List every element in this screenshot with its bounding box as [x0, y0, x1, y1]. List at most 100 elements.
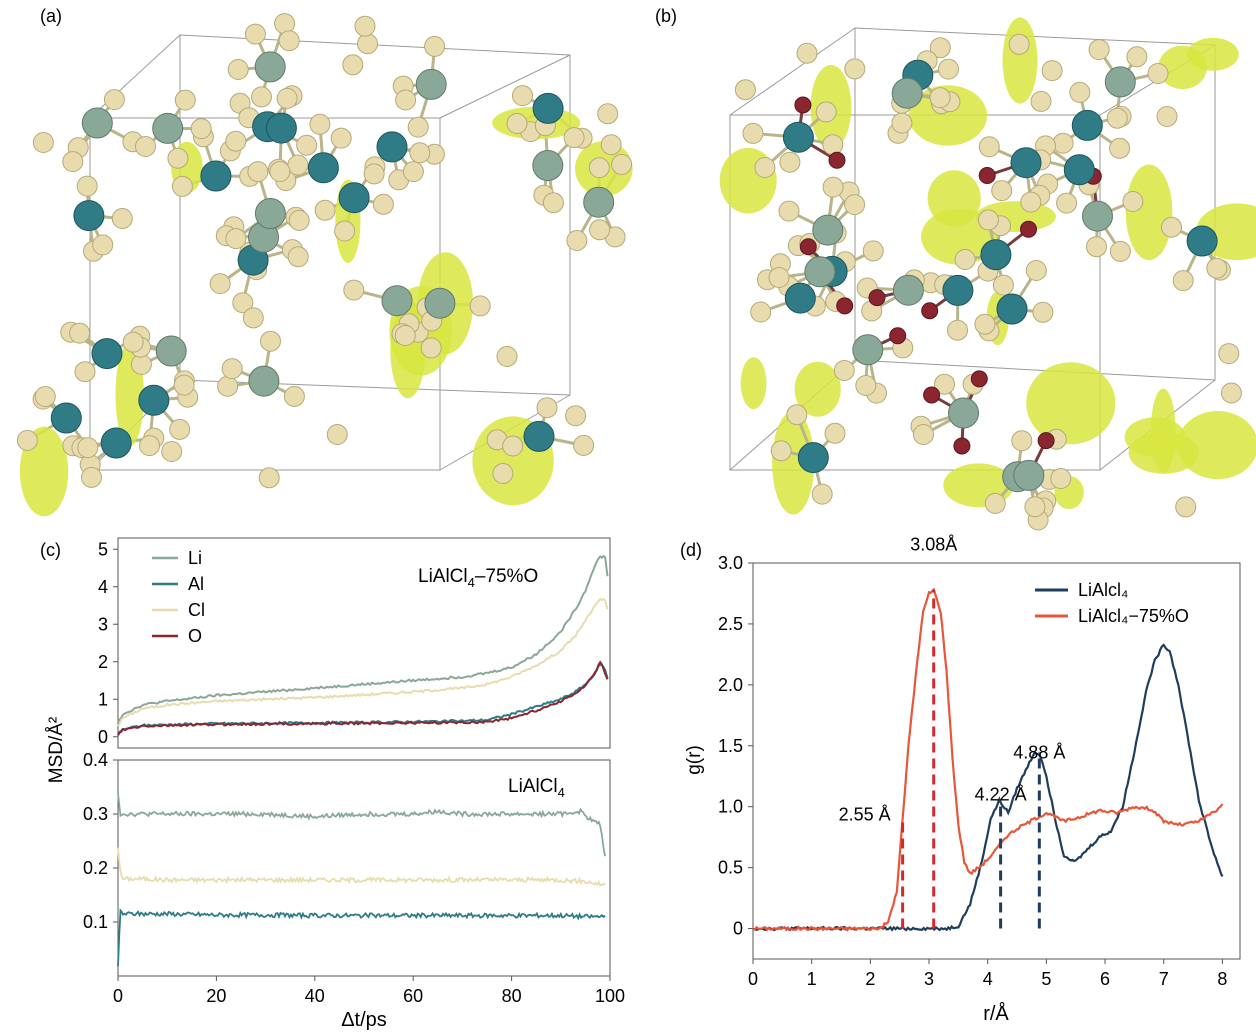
cl-atom: [934, 373, 955, 395]
msd-top-ytick-label: 5: [98, 539, 108, 559]
cl-atom: [588, 157, 610, 179]
cl-atom: [171, 175, 193, 197]
li-atom: [532, 150, 564, 181]
msd-bottom-xtick-label: 100: [595, 986, 625, 1006]
isosurface-blob: [1002, 17, 1038, 104]
o-atom: [799, 238, 817, 256]
al-atom: [797, 442, 829, 474]
series-line-li: [117, 554, 609, 723]
cl-atom: [1122, 191, 1144, 212]
cl-atom: [822, 134, 844, 156]
msd-bottom-xtick-label: 60: [403, 986, 423, 1006]
cl-atom: [420, 337, 442, 359]
cl-atom: [1220, 382, 1242, 404]
li-atom: [892, 274, 924, 306]
al-atom: [338, 182, 370, 214]
cl-atom: [1109, 137, 1131, 159]
cl-atom: [372, 193, 394, 215]
cl-atom: [334, 220, 356, 242]
cl-atom: [77, 437, 99, 459]
msd-bottom-xtick-label: 40: [305, 986, 325, 1006]
msd-top-frame: [117, 537, 611, 749]
cl-atom: [992, 274, 1014, 296]
msd-top-ytick-label: 4: [98, 577, 108, 597]
cl-atom: [244, 23, 266, 45]
crystal-structure-a: [16, 13, 633, 517]
msd-bottom-xtick-label: 0: [113, 986, 123, 1006]
cl-atom: [81, 466, 102, 488]
rdf-xlabel: r/Å: [983, 1002, 1009, 1025]
cl-atom: [326, 424, 348, 445]
rdf-ytick-label: 3.0: [718, 553, 743, 573]
cl-atom: [815, 101, 837, 123]
cl-atom: [563, 127, 585, 149]
cl-atom: [589, 219, 611, 241]
isosurface-blob: [1125, 164, 1173, 261]
cl-atom: [566, 230, 588, 251]
o-atom: [828, 151, 846, 169]
o-atom: [1020, 220, 1037, 238]
li-atom: [415, 68, 447, 100]
cl-atom: [16, 429, 38, 451]
rdf-ytick-label: 1.0: [718, 797, 743, 817]
cl-atom: [343, 279, 365, 301]
isosurface-blob: [1026, 362, 1116, 445]
rdf-frame: [752, 562, 1241, 960]
cl-atom: [190, 118, 212, 140]
cl-atom: [770, 440, 792, 462]
rdf-legend: LiAlcl₄ LiAlcl₄−75%O: [1035, 580, 1189, 626]
peak-marker-label: 2.55 Å: [839, 805, 891, 825]
cl-atom: [1109, 240, 1131, 262]
cl-atom: [779, 151, 801, 173]
cl-atom: [1156, 106, 1178, 127]
cl-atom: [357, 33, 378, 55]
rdf-xtick-label: 7: [1159, 969, 1169, 989]
cl-atom: [954, 249, 976, 270]
al-atom: [307, 152, 339, 184]
cl-atom: [822, 176, 844, 198]
al-atom: [100, 427, 132, 459]
cl-atom: [209, 273, 231, 295]
cl-atom: [288, 209, 310, 231]
li-atom: [1013, 459, 1045, 491]
crystal-structure-b: [719, 17, 1256, 531]
cl-atom: [512, 85, 533, 107]
msd-top-ytick-label: 1: [98, 689, 108, 709]
cl-atom: [92, 234, 114, 256]
cl-atom: [929, 37, 951, 59]
legend-label-al: Al: [188, 574, 204, 594]
msd-bottom-xtick-label: 20: [206, 986, 226, 1006]
al-atom: [91, 338, 123, 370]
series-line-lialcl-75-o: [752, 587, 1224, 932]
rdf-xtick-label: 6: [1100, 969, 1110, 989]
cl-atom: [938, 58, 959, 80]
isosurface-blob: [1177, 411, 1256, 480]
li-atom: [804, 256, 836, 288]
al-atom: [942, 274, 974, 306]
cl-atom: [768, 267, 790, 288]
cl-atom: [536, 397, 558, 419]
cl-atom: [1106, 107, 1128, 129]
cl-atom: [1086, 236, 1107, 258]
rdf-legend-label: LiAlcl₄−75%O: [1078, 606, 1189, 626]
cl-atom: [977, 209, 999, 231]
al-atom: [376, 131, 408, 163]
al-atom: [1071, 109, 1103, 141]
cl-atom: [1025, 260, 1047, 281]
al-atom: [980, 239, 1012, 271]
cl-atom: [269, 161, 291, 182]
series-line-cl: [117, 597, 609, 727]
cl-atom: [314, 199, 336, 221]
al-atom: [138, 384, 170, 416]
cl-atom: [913, 424, 934, 445]
isosurface-blob: [927, 170, 981, 227]
series-line-cl: [117, 847, 606, 887]
o-atom: [978, 167, 996, 184]
o-atom: [868, 289, 886, 307]
cl-atom: [76, 175, 98, 197]
cl-atom: [135, 136, 156, 157]
cl-atom: [330, 127, 352, 149]
cl-atom: [169, 418, 191, 440]
cl-atom: [611, 153, 633, 175]
o-atom: [953, 437, 971, 455]
